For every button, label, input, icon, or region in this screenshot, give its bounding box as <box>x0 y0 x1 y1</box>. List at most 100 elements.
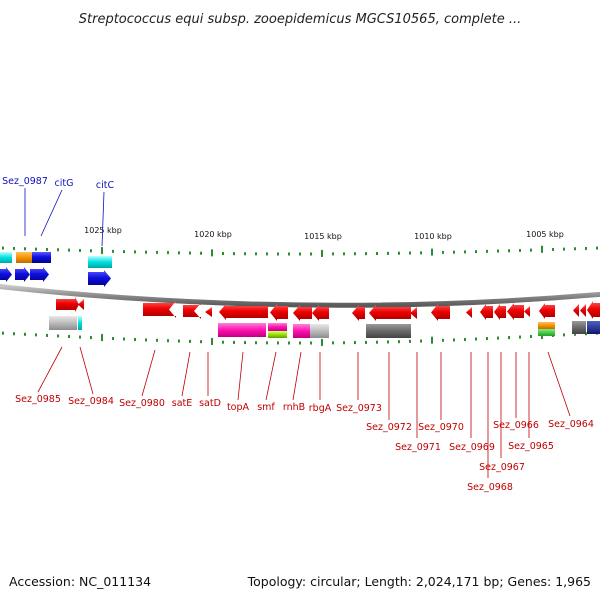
gene-feature[interactable] <box>88 256 112 268</box>
scale-minor-tick <box>508 249 510 253</box>
scale-minor-tick <box>90 249 92 253</box>
gene-label[interactable]: Sez_0964 <box>548 419 594 430</box>
scale-major-tick <box>211 337 213 345</box>
gene-label[interactable]: Sez_0966 <box>493 420 539 431</box>
reverse-gene-arrow-icon[interactable] <box>573 304 579 317</box>
gene-label[interactable]: Sez_0987 <box>2 176 48 187</box>
reverse-gene-arrow-icon[interactable] <box>580 304 586 317</box>
feature-box[interactable] <box>538 322 555 329</box>
gene-label[interactable]: Sez_0965 <box>508 441 554 452</box>
label-leader-line <box>237 351 244 401</box>
feature-box[interactable] <box>310 324 329 338</box>
scale-minor-tick <box>2 246 4 250</box>
gene-label[interactable]: Sez_0984 <box>68 396 114 407</box>
gene-feature[interactable] <box>16 252 32 263</box>
feature-box[interactable] <box>293 324 310 338</box>
reverse-gene-arrow-icon[interactable] <box>352 305 365 321</box>
scale-minor-tick <box>409 251 411 255</box>
label-leader-line <box>37 346 63 393</box>
gene-feature[interactable] <box>32 252 51 263</box>
scale-minor-tick <box>585 246 587 250</box>
scale-minor-tick <box>596 246 598 250</box>
reverse-gene-arrow-icon[interactable] <box>494 304 506 320</box>
scale-minor-tick <box>112 249 114 253</box>
scale-minor-tick <box>497 336 499 340</box>
scale-minor-tick <box>365 252 367 256</box>
gene-label[interactable]: Sez_0970 <box>418 422 464 433</box>
reverse-gene-arrow-icon[interactable] <box>219 304 268 320</box>
scale-major-tick <box>431 336 433 344</box>
feature-box[interactable] <box>268 323 287 331</box>
scale-minor-tick <box>134 337 136 341</box>
reverse-gene-arrow-icon[interactable] <box>431 304 450 321</box>
feature-box[interactable] <box>268 331 287 338</box>
gene-label[interactable]: satE <box>172 398 193 409</box>
reverse-gene-arrow-icon[interactable] <box>205 307 212 317</box>
feature-box[interactable] <box>366 324 411 338</box>
feature-box[interactable] <box>587 321 600 334</box>
reverse-gene-arrow-icon[interactable] <box>270 304 288 321</box>
reverse-gene-arrow-icon[interactable] <box>293 305 312 321</box>
scale-minor-tick <box>530 248 532 252</box>
forward-gene-arrow-icon[interactable] <box>0 267 12 282</box>
scale-major-tick <box>211 249 213 257</box>
scale-minor-tick <box>178 251 180 255</box>
gene-label[interactable]: Sez_0971 <box>395 442 441 453</box>
feature-box[interactable] <box>538 329 555 336</box>
gene-label[interactable]: topA <box>227 402 250 413</box>
gene-label[interactable]: Sez_0985 <box>15 394 61 405</box>
reverse-gene-arrow-icon[interactable] <box>524 306 530 317</box>
gene-label[interactable]: citC <box>96 180 115 191</box>
map-title: Streptococcus equi subsp. zooepidemicus … <box>79 12 521 27</box>
reverse-gene-arrow-icon[interactable] <box>183 303 201 319</box>
scale-minor-tick <box>376 340 378 344</box>
label-leader-line <box>141 349 156 397</box>
gene-label[interactable]: Sez_0973 <box>336 403 382 414</box>
scale-minor-tick <box>57 334 59 338</box>
reverse-gene-arrow-icon[interactable] <box>587 301 600 319</box>
gene-label[interactable]: smf <box>257 402 275 413</box>
scale-ticks-bottom <box>2 331 598 346</box>
reverse-gene-arrow-icon[interactable] <box>539 303 555 319</box>
forward-gene-arrow-icon[interactable] <box>30 267 49 282</box>
reverse-gene-arrow-icon[interactable] <box>56 297 79 312</box>
gene-label[interactable]: Sez_0969 <box>449 442 495 453</box>
gene-label[interactable]: Sez_0967 <box>479 462 525 473</box>
reverse-gene-arrow-icon[interactable] <box>466 307 472 318</box>
reverse-gene-arrow-icon[interactable] <box>410 307 417 319</box>
reverse-gene-arrow-icon[interactable] <box>78 299 84 310</box>
scale-minor-tick <box>398 251 400 255</box>
forward-gene-arrow-icon[interactable] <box>15 267 30 282</box>
scale-minor-tick <box>563 333 565 337</box>
feature-box[interactable] <box>78 316 82 330</box>
reverse-gene-arrow-icon[interactable] <box>507 303 524 320</box>
reverse-gene-arrow-icon[interactable] <box>369 305 411 321</box>
forward-gene-arrow-icon[interactable] <box>88 270 111 287</box>
forward-gene-labels: Sez_0987 citG citC <box>2 176 115 247</box>
label-leader-line <box>292 351 302 401</box>
feature-box[interactable] <box>572 321 586 334</box>
scale-minor-tick <box>79 248 81 252</box>
gene-label[interactable]: Sez_0968 <box>467 482 513 493</box>
gene-label[interactable]: rnhB <box>283 402 305 413</box>
scale-minor-tick <box>24 247 26 251</box>
gene-label[interactable]: Sez_0980 <box>119 398 165 409</box>
reverse-gene-arrow-icon[interactable] <box>480 304 493 320</box>
feature-box[interactable] <box>218 323 266 337</box>
scale-minor-tick <box>387 251 389 255</box>
scale-label: 1010 kbp <box>414 232 452 241</box>
gene-label[interactable]: Sez_0972 <box>366 422 412 433</box>
scale-minor-tick <box>288 252 290 256</box>
scale-minor-tick <box>178 339 180 343</box>
scale-minor-tick <box>310 252 312 256</box>
reverse-gene-arrow-icon[interactable] <box>312 305 329 321</box>
gene-label[interactable]: citG <box>55 178 74 189</box>
scale-minor-tick <box>420 339 422 343</box>
reverse-gene-arrow-icon[interactable] <box>143 301 176 318</box>
feature-box[interactable] <box>49 316 77 330</box>
label-leader-line <box>181 351 191 397</box>
gene-feature[interactable] <box>0 252 12 263</box>
gene-label[interactable]: rbgA <box>309 403 332 414</box>
gene-label[interactable]: satD <box>199 398 221 409</box>
